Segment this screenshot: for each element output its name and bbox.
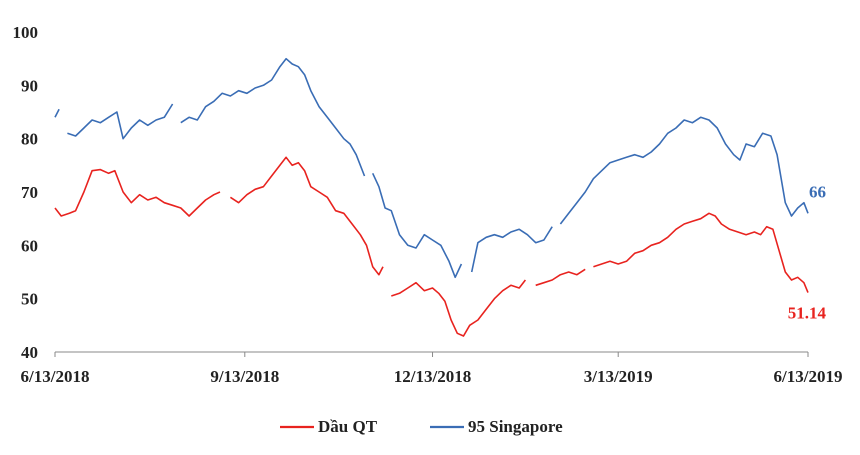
x-tick-label: 9/13/2018 [210,367,279,386]
x-tick-label: 6/13/2018 [21,367,90,386]
end-label-0: 51.14 [788,304,827,323]
y-tick-label: 80 [21,130,38,149]
y-tick-label: 40 [21,343,38,362]
legend: Dầu QT 95 Singapore [280,417,563,436]
y-tick-label: 70 [21,183,38,202]
x-tick-label: 6/13/2019 [774,367,843,386]
y-tick-label: 100 [13,23,39,42]
y-axis-ticks: 40 50 60 70 80 90 100 [13,23,39,362]
end-labels: 51.14 66 [788,182,827,322]
x-tick-label: 12/13/2018 [394,367,471,386]
end-label-1: 66 [809,182,826,201]
series-lines [54,57,809,337]
legend-label-0: Dầu QT [318,417,378,436]
y-tick-label: 90 [21,76,38,95]
y-tick-label: 60 [21,236,38,255]
series-line-0 [54,156,809,337]
legend-label-1: 95 Singapore [468,417,563,436]
series-line-1 [54,57,809,279]
y-tick-label: 50 [21,290,38,309]
x-tick-label: 3/13/2019 [584,367,653,386]
x-axis-ticks: 6/13/2018 9/13/2018 12/13/2018 3/13/2019 6/1… [21,352,843,386]
